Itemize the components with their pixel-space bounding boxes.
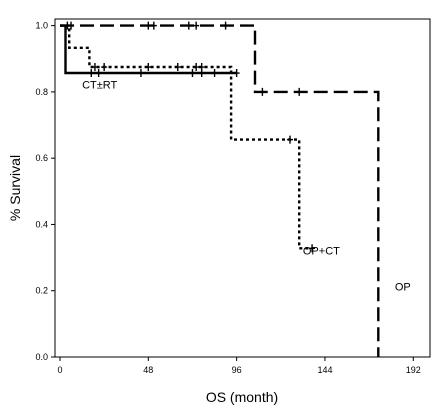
y-tick-label: 0.4 [35,219,48,229]
plot-frame [54,18,431,358]
censor-mark [174,63,181,72]
series-label: OP+CT [303,245,340,257]
censor-mark [88,69,95,78]
censor-mark [198,69,205,78]
x-tick-label: 192 [406,365,421,375]
censor-mark [309,244,316,253]
x-axis-title: OS (month) [206,389,278,405]
series-layer [60,24,380,357]
y-tick-label: 0.8 [35,87,48,97]
y-axis: 0.0 0.2 0.4 0.6 0.8 1.0 [35,21,55,362]
y-tick-label: 1.0 [35,21,48,31]
censor-mark [101,63,108,72]
censor-mark [287,135,293,144]
x-tick-label: 0 [57,365,62,375]
x-axis: 0 48 96 144 192 [57,357,421,375]
series-line-ct-rt [60,24,237,75]
censor-mark [189,69,196,78]
censor-mark [137,69,144,78]
x-tick-label: 48 [143,365,153,375]
x-tick-label: 96 [232,365,242,375]
y-tick-label: 0.6 [35,153,48,163]
series-label: CT±RT [82,80,117,92]
y-tick-label: 0.2 [35,286,48,296]
censor-mark [95,69,102,78]
censor-mark [91,63,98,72]
censor-mark [193,63,200,72]
censor-marks [64,21,316,253]
series-line-op [60,24,380,357]
censor-mark [233,69,240,78]
series-label: OP [395,282,411,294]
censor-mark [68,21,75,30]
censor-mark [185,21,192,30]
series-line-op-ct [60,24,313,250]
censor-mark [296,87,303,96]
censor-mark [145,63,152,72]
censor-mark [222,21,229,30]
series-labels: CT±RT OP+CT OP [82,80,411,294]
y-tick-label: 0.0 [35,352,48,362]
censor-mark [211,69,218,78]
censor-mark [193,21,200,30]
censor-mark [145,21,152,30]
x-tick-label: 144 [317,365,332,375]
censor-mark [150,21,157,30]
censor-mark [259,87,266,96]
y-axis-title: % Survival [7,155,23,221]
